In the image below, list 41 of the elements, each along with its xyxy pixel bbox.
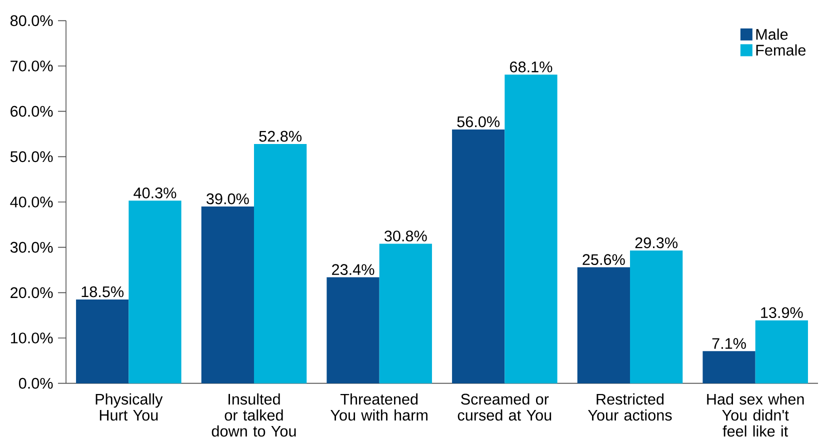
- bar: [702, 351, 756, 384]
- bar: [128, 200, 182, 384]
- data-label: 30.8%: [384, 230, 427, 242]
- data-label: 68.1%: [510, 61, 552, 72]
- data-label: 40.3%: [134, 188, 176, 198]
- y-tick-label: 0.0%: [18, 378, 53, 389]
- data-label: 25.6%: [582, 254, 625, 266]
- bar: [379, 244, 432, 384]
- data-label: 52.8%: [259, 130, 302, 142]
- y-tick-label: 10.0%: [10, 332, 53, 344]
- x-tick-label: Threatened You with harm: [330, 393, 428, 421]
- y-tick-label: 60.0%: [10, 106, 53, 117]
- x-tick-label: Had sex when You didn't feel like it: [707, 393, 804, 437]
- bar: [577, 267, 630, 384]
- legend-label: Female: [756, 44, 806, 56]
- x-tick-label: Insulted or talked down to You: [212, 393, 296, 437]
- bar: [755, 320, 808, 384]
- y-tick-label: 80.0%: [10, 15, 53, 26]
- y-tick-label: 70.0%: [10, 60, 53, 72]
- bar: [504, 74, 558, 384]
- x-tick-label: Screamed or cursed at You: [458, 393, 552, 421]
- data-label: 23.4%: [332, 264, 374, 275]
- data-label: 39.0%: [206, 193, 249, 204]
- data-label: 7.1%: [712, 338, 746, 349]
- bar: [326, 277, 380, 384]
- data-label: 56.0%: [457, 116, 500, 128]
- data-label: 18.5%: [82, 286, 124, 298]
- bar: [254, 144, 307, 384]
- bar: [201, 206, 254, 384]
- y-tick-label: 30.0%: [10, 242, 53, 253]
- bar: [76, 299, 129, 384]
- y-tick-label: 50.0%: [10, 151, 53, 162]
- data-label: 13.9%: [761, 307, 803, 318]
- y-tick-label: 20.0%: [10, 287, 53, 298]
- legend-label: Male: [756, 28, 788, 40]
- x-tick-label: Restricted Your actions: [588, 393, 672, 421]
- bar: [452, 129, 505, 384]
- y-tick-label: 40.0%: [10, 196, 53, 208]
- data-label: 29.3%: [635, 237, 678, 248]
- x-tick-label: Physically Hurt You: [96, 393, 163, 421]
- bar: [630, 250, 683, 384]
